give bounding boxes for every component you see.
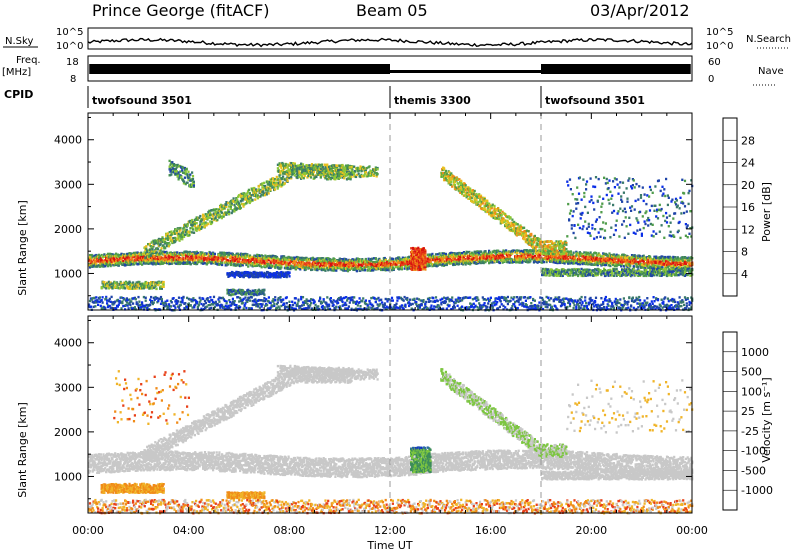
heatmap-cell [214,253,216,255]
freq-band-themis-fill [390,70,541,73]
radar-summary-plot: Prince George (fitACF) Beam 05 03/Apr/20… [0,0,800,554]
freq-band-1 [89,64,390,74]
nave-bottom-tick: 0 [708,74,714,85]
freq-bottom-tick: 8 [70,74,76,85]
freq-band-2 [541,64,691,74]
beam-title: Beam 05 [356,1,428,20]
nsky-bottom-tick: 10^0 [56,41,83,52]
nsearch-bottom-tick: 10^0 [706,41,733,52]
nsearch-top-tick: 10^5 [706,27,733,38]
cpid-segment-label: twofsound 3501 [92,94,192,107]
heatmap-cell [166,252,168,254]
freq-unit: [MHz] [2,67,31,78]
freq-bars [89,64,690,74]
cpid-segment-label: themis 3300 [394,94,471,107]
cpid-segments: twofsound 3501 themis 3300 twofsound 3501 [92,86,645,108]
heatmap-cell [247,265,249,267]
station-title: Prince George (fitACF) [92,1,270,20]
heatmap-cell [182,257,184,259]
cpid-label: CPID [4,88,33,101]
heatmap-cell [171,263,173,265]
nave-top-tick: 60 [708,57,721,68]
heatmap-cell [305,268,307,270]
nsky-top-tick: 10^5 [56,27,83,38]
nsky-trace [88,39,692,47]
freq-label: Freq. [16,55,41,66]
date-title: 03/Apr/2012 [590,1,690,20]
heatmap-cell [194,259,196,261]
heatmap-cell [311,269,313,271]
nsearch-label: N.Search [746,34,791,45]
nsky-label: N.Sky [5,36,33,47]
heatmap-cell [190,263,192,265]
nave-label: Nave [758,66,784,77]
heatmap-cell [221,262,223,264]
heatmap-cell [335,269,337,271]
heatmap-cell [261,266,263,268]
freq-top-tick: 18 [66,57,79,68]
cpid-segment-label: twofsound 3501 [545,94,645,107]
